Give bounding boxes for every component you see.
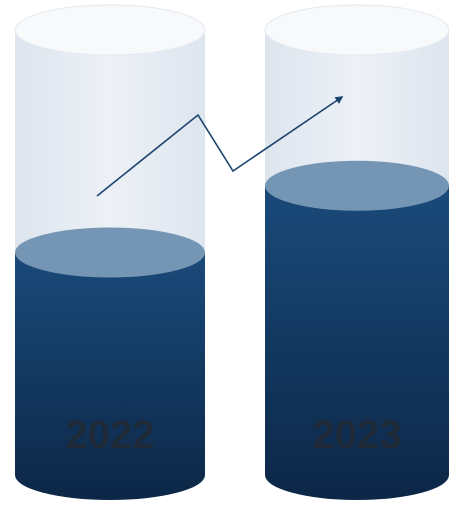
cylinder-2023 [264,4,449,500]
category-label-2023: 2023 [313,413,402,457]
bar-cap-2022 [15,227,205,278]
category-label-2022: 2022 [66,413,155,457]
bar-2023 [265,185,449,500]
bar-2022 [15,252,205,500]
tube-cap [264,4,449,56]
trend-arrow [96,96,344,197]
tube-cap [14,4,206,56]
bar-cap-2023 [265,160,449,211]
